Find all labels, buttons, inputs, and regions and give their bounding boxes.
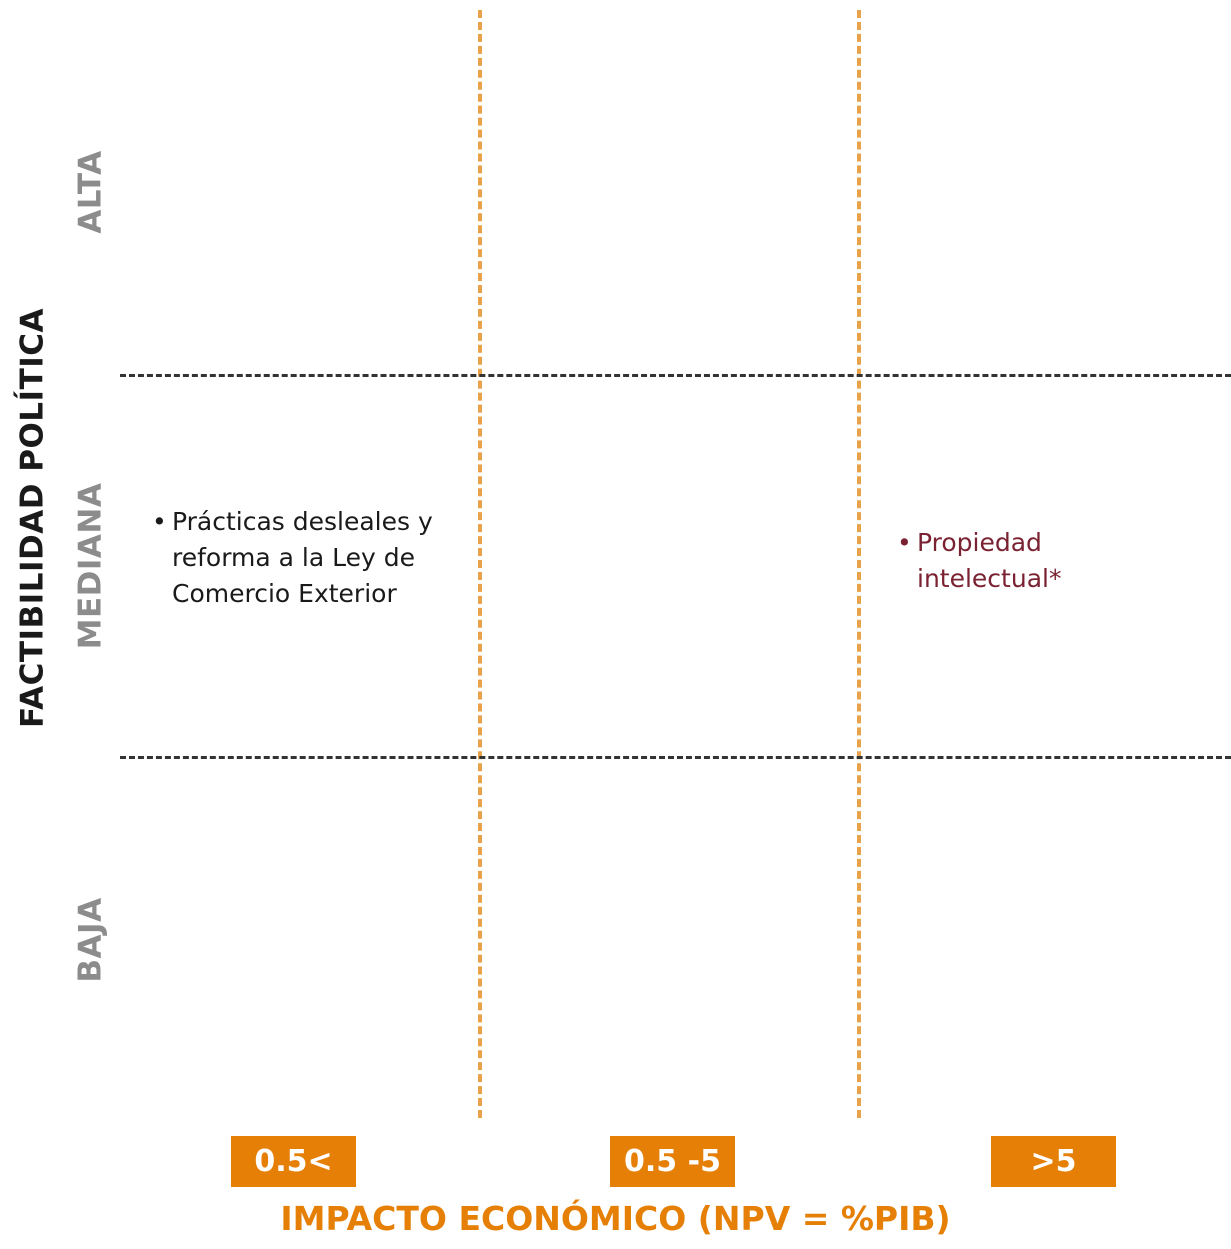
row-divider-2 — [120, 756, 1231, 759]
bullet-icon: • — [152, 507, 167, 536]
category-box-mid: 0.5 -5 — [610, 1136, 735, 1187]
note-text: Propiedad intelectual* — [917, 528, 1062, 593]
category-box-high: >5 — [991, 1136, 1116, 1187]
row-divider-1 — [120, 374, 1231, 377]
x-axis-title: IMPACTO ECONÓMICO (NPV = %PIB) — [280, 1199, 951, 1238]
column-divider-2 — [857, 10, 861, 1118]
column-divider-1 — [478, 10, 482, 1118]
level-label-alta: ALTA — [72, 150, 109, 234]
bullet-icon: • — [897, 528, 912, 557]
note-text: Prácticas desleales y reforma a la Ley d… — [172, 507, 433, 608]
level-label-baja: BAJA — [72, 897, 109, 983]
category-box-low: 0.5< — [231, 1136, 356, 1187]
note-propiedad-intelectual: • Propiedad intelectual* — [897, 525, 1177, 597]
level-label-mediana: MEDIANA — [72, 482, 109, 650]
y-axis-title: FACTIBILIDAD POLÍTICA — [14, 307, 51, 729]
note-practicas-desleales: • Prácticas desleales y reforma a la Ley… — [152, 504, 452, 612]
